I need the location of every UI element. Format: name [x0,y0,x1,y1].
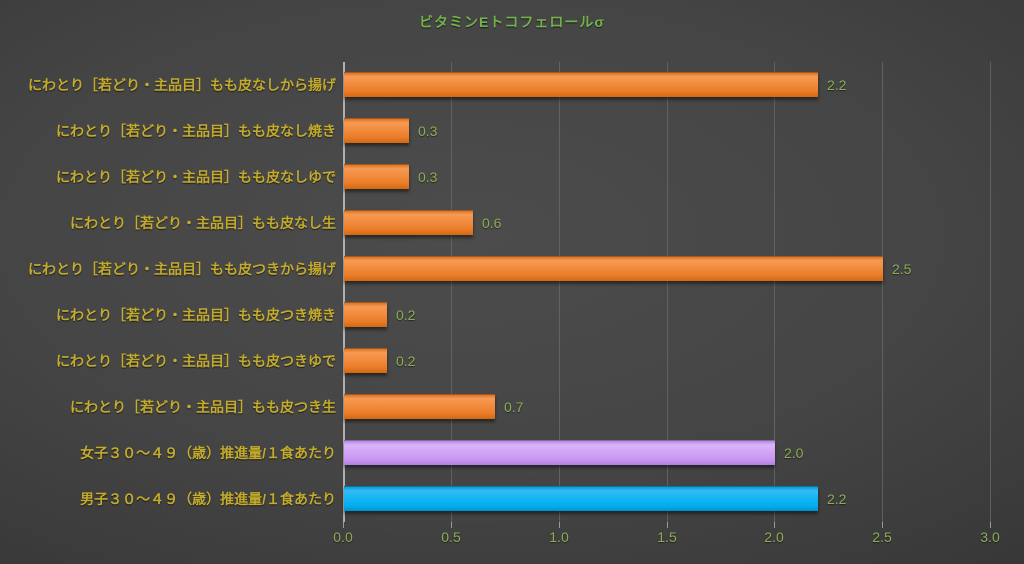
chart-row: にわとり［若どり・主品目］もも皮なしから揚げ 2.2 [0,62,1024,108]
gridline [559,62,560,522]
gridline [667,62,668,522]
y-axis-line [343,62,345,522]
chart-row: にわとり［若どり・主品目］もも皮つき生 0.7 [0,384,1024,430]
category-label: にわとり［若どり・主品目］もも皮つきゆで [56,353,336,369]
chart-row: にわとり［若どり・主品目］もも皮つき焼き 0.2 [0,292,1024,338]
bar-orange [344,72,818,97]
x-axis-tick-label: 0.0 [333,529,353,545]
x-axis-tick-label: 2.5 [872,529,892,545]
category-label: にわとり［若どり・主品目］もも皮なしから揚げ [28,77,336,93]
x-axis-tick-label: 2.0 [764,529,784,545]
bar-orange [344,256,883,281]
value-label: 2.0 [784,445,804,461]
value-label: 0.2 [396,353,416,369]
bar-orange [344,210,473,235]
bar-orange [344,164,409,189]
chart-row: にわとり［若どり・主品目］もも皮なしゆで 0.3 [0,154,1024,200]
value-label: 0.6 [482,215,502,231]
value-label: 0.7 [504,399,524,415]
category-label: にわとり［若どり・主品目］もも皮なし焼き [56,123,336,139]
bar-orange [344,394,495,419]
chart-row: 女子３０～４９（歳）推進量/１食あたり 2.0 [0,430,1024,476]
x-axis-tick-label: 0.5 [441,529,461,545]
x-axis-tickmark [882,522,883,528]
plot-area [343,62,991,522]
value-label: 2.2 [827,77,847,93]
value-label: 2.5 [892,261,912,277]
x-axis-tickmark [774,522,775,528]
gridline [451,62,452,522]
bar-orange [344,118,409,143]
category-label: にわとり［若どり・主品目］もも皮なし生 [70,215,336,231]
gridline [882,62,883,522]
x-axis-tick-label: 3.0 [980,529,1000,545]
chart-title: ビタミンEトコフェロールσ [419,14,605,30]
chart-row: 男子３０～４９（歳）推進量/１食あたり 2.2 [0,476,1024,522]
value-label: 0.3 [418,169,438,185]
category-label: 男子３０～４９（歳）推進量/１食あたり [80,491,336,507]
category-label: にわとり［若どり・主品目］もも皮つき生 [70,399,336,415]
value-label: 0.2 [396,307,416,323]
x-axis-tickmark [990,522,991,528]
bar-orange [344,302,387,327]
gridline [774,62,775,522]
bar-blue [344,486,818,511]
bar-orange [344,348,387,373]
chart-row: にわとり［若どり・主品目］もも皮なし生 0.6 [0,200,1024,246]
chart-row: にわとり［若どり・主品目］もも皮なし焼き 0.3 [0,108,1024,154]
category-label: にわとり［若どり・主品目］もも皮つきから揚げ [28,261,336,277]
x-axis-tickmark [667,522,668,528]
x-axis-tickmark [559,522,560,528]
x-axis-tickmark [343,522,344,528]
gridline [990,62,991,522]
x-axis-tickmark [451,522,452,528]
bar-purple [344,440,775,465]
chart-row: にわとり［若どり・主品目］もも皮つきから揚げ 2.5 [0,246,1024,292]
category-label: にわとり［若どり・主品目］もも皮つき焼き [56,307,336,323]
x-axis-tick-label: 1.0 [549,529,569,545]
category-label: 女子３０～４９（歳）推進量/１食あたり [80,445,336,461]
category-label: にわとり［若どり・主品目］もも皮なしゆで [56,169,336,185]
chart-row: にわとり［若どり・主品目］もも皮つきゆで 0.2 [0,338,1024,384]
x-axis-tick-label: 1.5 [657,529,677,545]
value-label: 0.3 [418,123,438,139]
value-label: 2.2 [827,491,847,507]
